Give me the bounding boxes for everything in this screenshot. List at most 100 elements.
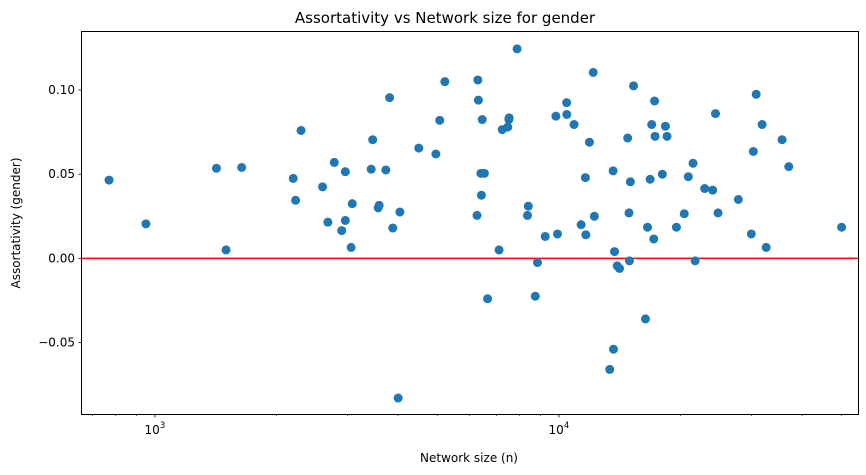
data-point — [650, 96, 660, 106]
data-point — [647, 120, 657, 130]
data-point — [323, 217, 333, 227]
chart-title: Assortativity vs Network size for gender — [295, 9, 596, 27]
data-point — [346, 242, 356, 252]
data-point — [746, 229, 756, 239]
data-point — [368, 135, 378, 145]
data-point — [610, 247, 620, 257]
data-point — [522, 210, 532, 220]
data-point — [552, 229, 562, 239]
data-point — [329, 157, 339, 167]
data-point — [748, 146, 758, 156]
data-point — [237, 162, 247, 172]
y-tick-label: −0.05 — [38, 335, 75, 349]
data-point — [649, 234, 659, 244]
data-point — [381, 165, 391, 175]
x-axis-label: Network size (n) — [420, 451, 518, 465]
data-point — [657, 169, 667, 179]
data-point — [221, 245, 231, 255]
y-tick-label: 0.05 — [48, 167, 75, 181]
data-point — [551, 111, 561, 121]
data-point — [530, 291, 540, 301]
data-point — [494, 245, 504, 255]
data-point — [640, 314, 650, 324]
data-point — [690, 256, 700, 266]
data-point — [477, 115, 487, 125]
data-point — [615, 263, 625, 273]
data-point — [473, 95, 483, 105]
data-point — [512, 44, 522, 54]
data-point — [523, 201, 533, 211]
data-point — [581, 230, 591, 240]
data-point — [414, 143, 424, 153]
data-point — [296, 125, 306, 135]
data-point — [671, 222, 681, 232]
data-point — [473, 75, 483, 85]
data-point — [710, 109, 720, 119]
data-point — [584, 137, 594, 147]
data-point — [141, 219, 151, 229]
data-point — [679, 209, 689, 219]
data-point — [540, 231, 550, 241]
data-point — [337, 226, 347, 236]
data-point — [104, 175, 114, 185]
data-point — [347, 199, 357, 209]
data-point — [629, 81, 639, 91]
y-axis-label: Assortativity (gender) — [9, 157, 23, 288]
data-points — [104, 44, 847, 403]
x-tick-label: 104 — [549, 421, 570, 437]
data-point — [751, 89, 761, 99]
x-tick-label: 103 — [145, 421, 166, 437]
data-point — [562, 98, 572, 108]
data-point — [761, 242, 771, 252]
data-point — [393, 393, 403, 403]
data-point — [340, 215, 350, 225]
data-point — [650, 131, 660, 141]
data-point — [662, 131, 672, 141]
data-point — [643, 222, 653, 232]
y-tick-label: 0.00 — [48, 251, 75, 265]
data-point — [708, 185, 718, 195]
data-point — [777, 135, 787, 145]
data-point — [624, 208, 634, 218]
data-point — [318, 182, 328, 192]
data-point — [683, 172, 693, 182]
data-point — [733, 194, 743, 204]
data-point — [757, 120, 767, 130]
data-point — [589, 211, 599, 221]
data-point — [340, 167, 350, 177]
data-point — [435, 115, 445, 125]
data-point — [472, 210, 482, 220]
data-point — [576, 220, 586, 230]
data-point — [288, 173, 298, 183]
data-point — [569, 120, 579, 130]
data-point — [532, 258, 542, 268]
data-point — [483, 294, 493, 304]
data-point — [624, 256, 634, 266]
data-point — [837, 222, 847, 232]
data-point — [784, 162, 794, 172]
data-point — [608, 166, 618, 176]
data-point — [374, 200, 384, 210]
data-point — [660, 121, 670, 131]
data-point — [623, 133, 633, 143]
data-point — [503, 122, 513, 132]
data-point — [504, 113, 514, 123]
data-point — [385, 93, 395, 103]
data-point — [588, 67, 598, 77]
data-point — [431, 149, 441, 159]
data-point — [440, 77, 450, 87]
data-point — [713, 208, 723, 218]
data-point — [562, 109, 572, 119]
data-point — [479, 168, 489, 178]
data-point — [688, 158, 698, 168]
axis-ticks: 103 104 −0.05 0.00 0.05 0.10 — [38, 83, 842, 437]
data-point — [211, 163, 221, 173]
data-point — [476, 190, 486, 200]
data-point — [395, 207, 405, 217]
data-point — [291, 195, 301, 205]
data-point — [605, 364, 615, 374]
data-point — [608, 344, 618, 354]
plot-frame — [81, 31, 859, 415]
data-point — [388, 223, 398, 233]
